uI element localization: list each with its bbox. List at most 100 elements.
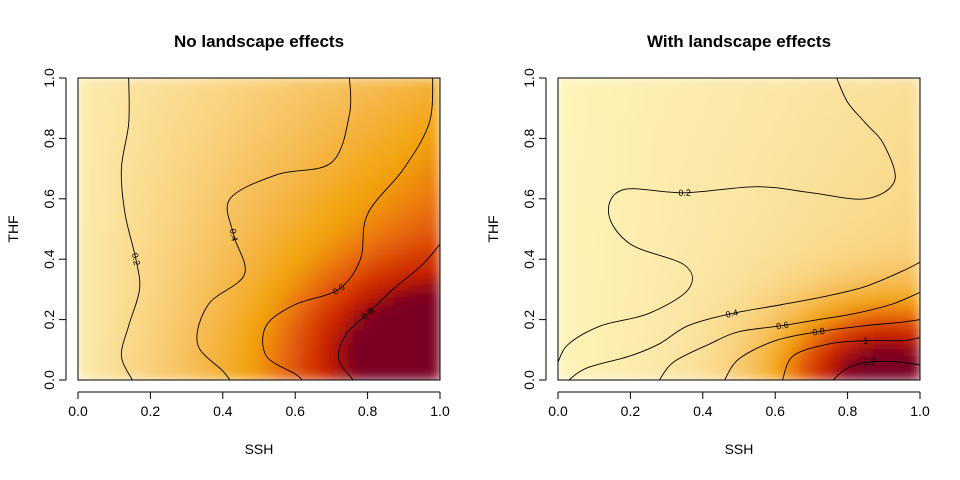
heat-cell-right — [813, 89, 831, 105]
heat-cell-left — [258, 353, 276, 369]
heat-cell-right — [813, 102, 831, 117]
heat-cell-left — [288, 316, 306, 331]
heat-cell-left — [273, 127, 291, 142]
heat-cell-left — [92, 366, 110, 380]
heat-cell-left — [333, 102, 351, 117]
heat-cell-left — [137, 127, 155, 142]
heat-cell-right — [617, 177, 635, 193]
heat-cell-left — [378, 265, 396, 281]
heat-cell-right — [843, 265, 861, 281]
heat-cell-left — [78, 278, 95, 293]
heat-cell-right — [587, 139, 605, 155]
heat-cell-left — [122, 114, 140, 130]
heat-cell-left — [348, 89, 366, 105]
heat-cell-right — [873, 328, 891, 344]
heat-cell-right — [572, 240, 590, 256]
heat-cell-right — [572, 316, 590, 331]
heat-cell-right — [677, 228, 695, 243]
heat-cell-right — [888, 114, 906, 130]
heat-cell-right — [903, 190, 920, 205]
heat-cell-right — [888, 165, 906, 180]
heat-cell-right — [558, 228, 575, 243]
heat-cell-right — [602, 152, 620, 168]
heat-cell-right — [738, 240, 756, 256]
heat-cell-left — [318, 177, 336, 193]
heat-cell-right — [707, 253, 725, 268]
heat-cell-left — [197, 127, 215, 142]
heat-cell-right — [768, 165, 786, 180]
heat-cell-right — [617, 202, 635, 218]
heat-cell-left — [212, 152, 230, 168]
heat-cell-left — [122, 190, 140, 205]
heat-cell-left — [212, 215, 230, 230]
heat-cell-left — [78, 290, 95, 306]
heat-cell-right — [843, 328, 861, 344]
heat-cell-left — [423, 114, 440, 130]
heat-cell-left — [333, 253, 351, 268]
heat-cell-left — [78, 102, 95, 117]
heat-cell-left — [152, 127, 170, 142]
heat-cell-right — [662, 316, 680, 331]
heat-cell-right — [707, 240, 725, 256]
x-tick-label: 0.8 — [358, 403, 378, 419]
heat-cell-right — [768, 127, 786, 142]
heat-cell-left — [288, 303, 306, 319]
heat-cell-left — [318, 290, 336, 306]
heat-cell-left — [393, 78, 411, 92]
heat-cell-left — [167, 265, 185, 281]
heat-cell-left — [273, 102, 291, 117]
heat-cell-left — [122, 152, 140, 168]
heat-cell-right — [722, 127, 740, 142]
heat-cell-left — [423, 202, 440, 218]
heat-cell-right — [873, 165, 891, 180]
heat-cell-left — [78, 366, 95, 380]
heat-cell-right — [828, 139, 846, 155]
heat-cell-right — [558, 341, 575, 356]
heat-cell-left — [107, 253, 125, 268]
heat-cell-left — [167, 278, 185, 293]
heat-cell-right — [602, 341, 620, 356]
heat-cell-left — [122, 177, 140, 193]
heat-cell-left — [152, 303, 170, 319]
heat-cell-right — [602, 202, 620, 218]
heat-cell-left — [288, 278, 306, 293]
heat-cell-right — [662, 215, 680, 230]
heat-cell-right — [602, 316, 620, 331]
heat-cell-right — [617, 89, 635, 105]
heat-cell-left — [122, 328, 140, 344]
heat-cell-left — [212, 240, 230, 256]
heat-cell-right — [873, 114, 891, 130]
heat-cell-right — [798, 253, 816, 268]
heat-cell-right — [632, 290, 650, 306]
heat-cell-right — [828, 152, 846, 168]
heat-cell-right — [753, 265, 771, 281]
heat-cell-left — [378, 328, 396, 344]
heat-cell-left — [363, 253, 381, 268]
contour-label: 0.4 — [725, 307, 739, 320]
heat-cell-right — [572, 165, 590, 180]
heat-cell-left — [393, 253, 411, 268]
heat-cell-left — [182, 366, 200, 380]
heat-cell-right — [858, 316, 876, 331]
heat-cell-left — [318, 265, 336, 281]
heat-cell-right — [813, 114, 831, 130]
heat-cell-right — [858, 215, 876, 230]
heat-cell-left — [288, 165, 306, 180]
heat-cell-right — [903, 215, 920, 230]
heat-cell-left — [288, 228, 306, 243]
heat-cell-right — [873, 89, 891, 105]
heat-cell-left — [152, 316, 170, 331]
heat-cell-left — [227, 278, 245, 293]
heat-cell-right — [828, 228, 846, 243]
heat-cell-left — [408, 265, 426, 281]
heat-cell-right — [572, 190, 590, 205]
heat-cell-left — [303, 228, 321, 243]
heat-cell-left — [258, 89, 276, 105]
heat-cell-right — [558, 303, 575, 319]
heat-cell-left — [182, 353, 200, 369]
heat-cell-left — [423, 165, 440, 180]
heat-cell-right — [692, 290, 710, 306]
heat-cell-left — [227, 165, 245, 180]
heat-cell-left — [242, 228, 260, 243]
heat-cell-right — [768, 190, 786, 205]
